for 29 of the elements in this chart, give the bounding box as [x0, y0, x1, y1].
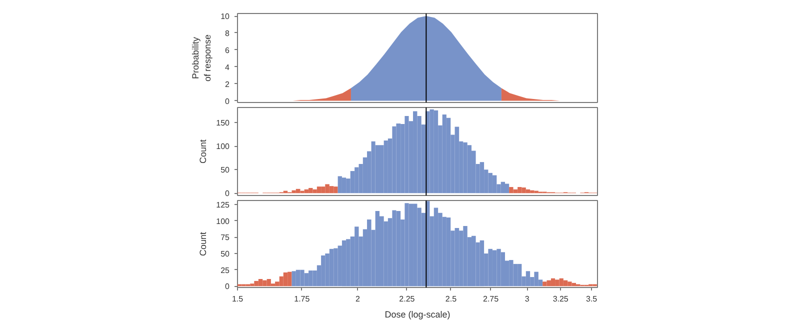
y-tick-label: 0	[225, 189, 230, 198]
y-tick-label: 100	[216, 216, 230, 226]
y-tick-label: 0	[225, 96, 230, 106]
x-tick-label: 2.25	[399, 294, 416, 304]
y-tick-label: 50	[220, 166, 230, 175]
x-tick-label: 3	[524, 294, 530, 304]
y-tick-label: 25	[220, 266, 230, 275]
y-tick-label: 8	[225, 28, 230, 38]
y-tick-label: 2	[225, 80, 230, 89]
x-axis-title: Dose (log-scale)	[384, 310, 450, 320]
y-tick-label: 0	[225, 282, 230, 292]
y-axis-title: Count	[198, 138, 208, 164]
y-tick-label: 10	[220, 12, 230, 22]
y-tick-label: 125	[216, 200, 230, 210]
y-axis-title: Count	[198, 231, 208, 256]
x-tick-label: 2.75	[483, 294, 500, 304]
x-tick-label: 3.5	[586, 294, 598, 304]
x-tick-label: 3.25	[552, 294, 569, 304]
x-tick-label: 2.5	[445, 294, 458, 304]
x-tick-label: 1.75	[294, 294, 310, 304]
y-tick-label: 4	[225, 62, 230, 72]
y-tick-label: 50	[220, 249, 230, 258]
y-tick-label: 6	[225, 46, 230, 55]
x-tick-label: 2	[355, 294, 360, 304]
y-tick-label: 100	[216, 142, 230, 152]
y-tick-label: 75	[220, 233, 230, 242]
y-axis-title: Probability of response	[190, 34, 213, 82]
x-tick-label: 1.5	[232, 294, 244, 304]
y-tick-label: 150	[216, 118, 230, 128]
